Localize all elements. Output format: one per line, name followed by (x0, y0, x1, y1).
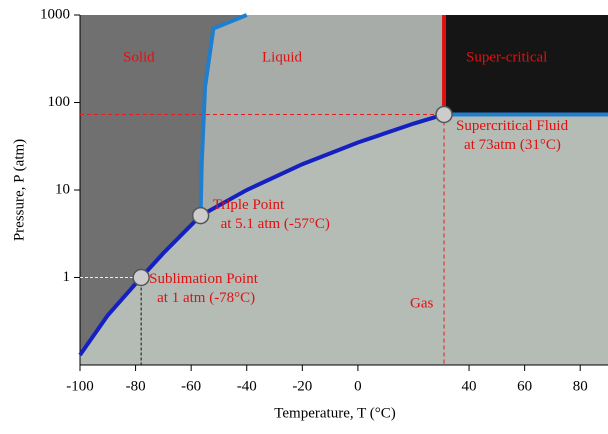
phase-point (435, 105, 453, 124)
phase-point (191, 206, 210, 225)
region-label: Solid (123, 49, 155, 65)
x-tick-label: 80 (573, 378, 588, 394)
y-tick-label: 100 (48, 94, 71, 110)
x-tick-label: 0 (354, 378, 362, 394)
x-tick-label: 40 (462, 378, 477, 394)
phase-curve (199, 112, 445, 218)
point-label: Triple Point (213, 197, 285, 213)
y-tick-label: 1 (63, 269, 71, 285)
region-label: Gas (410, 295, 433, 311)
point-label: at 5.1 atm (-57°C) (221, 216, 330, 232)
x-axis-label: Temperature, T (°C) (274, 405, 395, 421)
point-label: Supercritical Fluid (456, 118, 569, 134)
y-tick-label: 1000 (40, 6, 70, 22)
x-tick-label: -20 (292, 378, 312, 394)
point-label: Sublimation Point (149, 271, 259, 287)
y-tick-label: 10 (55, 181, 70, 197)
liquid-region (200, 15, 445, 216)
region-label: Liquid (262, 49, 302, 65)
region-label: Super-critical (466, 49, 547, 65)
x-tick-label: -100 (66, 378, 94, 394)
x-tick-label: -60 (181, 378, 201, 394)
y-axis-label: Pressure, P (atm) (11, 139, 27, 241)
phase-curve (198, 13, 248, 216)
x-tick-label: 60 (517, 378, 532, 394)
point-label: at 1 atm (-78°C) (157, 290, 255, 306)
x-tick-label: -80 (126, 378, 146, 394)
point-label: at 73atm (31°C) (464, 137, 561, 153)
x-tick-label: -40 (237, 378, 257, 394)
phase-point (132, 268, 150, 287)
solid-region (80, 15, 247, 356)
supercritical-region (444, 15, 608, 115)
